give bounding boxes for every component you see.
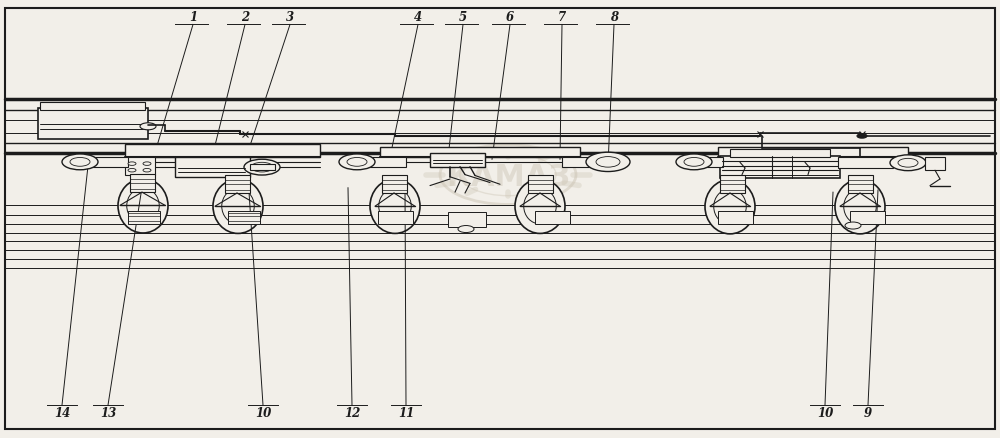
Circle shape	[890, 155, 926, 171]
Bar	[448, 212, 486, 228]
Ellipse shape	[705, 180, 755, 234]
Text: 2: 2	[241, 11, 249, 24]
Circle shape	[857, 134, 867, 139]
Circle shape	[845, 223, 861, 230]
Circle shape	[586, 153, 630, 172]
Bar	[838, 158, 893, 169]
Circle shape	[128, 169, 136, 173]
Bar	[175, 158, 250, 177]
Ellipse shape	[524, 189, 556, 224]
Text: 11: 11	[398, 406, 414, 420]
Bar	[250, 165, 275, 171]
Text: 5: 5	[459, 11, 467, 24]
Text: 8: 8	[610, 11, 618, 24]
Text: 3: 3	[286, 11, 294, 24]
Bar	[718, 148, 908, 158]
Text: 1: 1	[189, 11, 197, 24]
Bar	[368, 158, 406, 167]
Circle shape	[143, 169, 151, 173]
Circle shape	[339, 155, 375, 170]
Text: 9: 9	[864, 406, 872, 420]
Bar	[382, 175, 407, 194]
Bar	[378, 211, 413, 224]
Ellipse shape	[222, 189, 254, 224]
Circle shape	[596, 157, 620, 168]
Ellipse shape	[370, 180, 420, 234]
Bar	[528, 175, 553, 194]
Ellipse shape	[118, 179, 168, 233]
Bar	[720, 175, 745, 194]
Bar	[720, 157, 840, 179]
Bar	[848, 175, 873, 194]
Circle shape	[128, 162, 136, 166]
Bar	[130, 174, 155, 193]
Ellipse shape	[379, 189, 411, 224]
Circle shape	[140, 124, 156, 131]
Circle shape	[458, 226, 474, 233]
Ellipse shape	[213, 180, 263, 234]
Text: 7: 7	[558, 11, 566, 24]
Bar	[718, 211, 753, 224]
Bar	[380, 148, 580, 158]
Bar	[90, 158, 128, 167]
Ellipse shape	[844, 190, 876, 225]
Circle shape	[62, 155, 98, 170]
Text: КАМАЗ: КАМАЗ	[446, 163, 570, 192]
Text: 6: 6	[506, 11, 514, 24]
Circle shape	[244, 160, 280, 176]
Ellipse shape	[835, 180, 885, 234]
Bar	[40, 102, 145, 110]
Bar	[730, 150, 830, 158]
Bar	[228, 212, 260, 225]
Text: 12: 12	[344, 406, 360, 420]
Bar	[38, 109, 148, 140]
Circle shape	[251, 163, 273, 173]
Bar	[925, 158, 945, 171]
Circle shape	[347, 158, 367, 167]
Circle shape	[676, 155, 712, 170]
Bar	[705, 158, 723, 167]
Circle shape	[70, 158, 90, 167]
Bar	[562, 158, 594, 167]
Text: 14: 14	[54, 406, 70, 420]
Text: 13: 13	[100, 406, 116, 420]
Circle shape	[898, 159, 918, 168]
Text: 10: 10	[255, 406, 271, 420]
Bar	[125, 158, 155, 175]
Bar	[125, 145, 320, 158]
Bar	[850, 211, 885, 224]
Circle shape	[143, 162, 151, 166]
Circle shape	[684, 158, 704, 167]
Bar	[535, 211, 570, 224]
Ellipse shape	[127, 189, 159, 224]
Bar	[430, 153, 485, 167]
Bar	[128, 211, 160, 224]
Ellipse shape	[714, 190, 746, 225]
Bar	[225, 175, 250, 194]
Ellipse shape	[515, 180, 565, 234]
Text: 10: 10	[817, 406, 833, 420]
Text: 4: 4	[414, 11, 422, 24]
